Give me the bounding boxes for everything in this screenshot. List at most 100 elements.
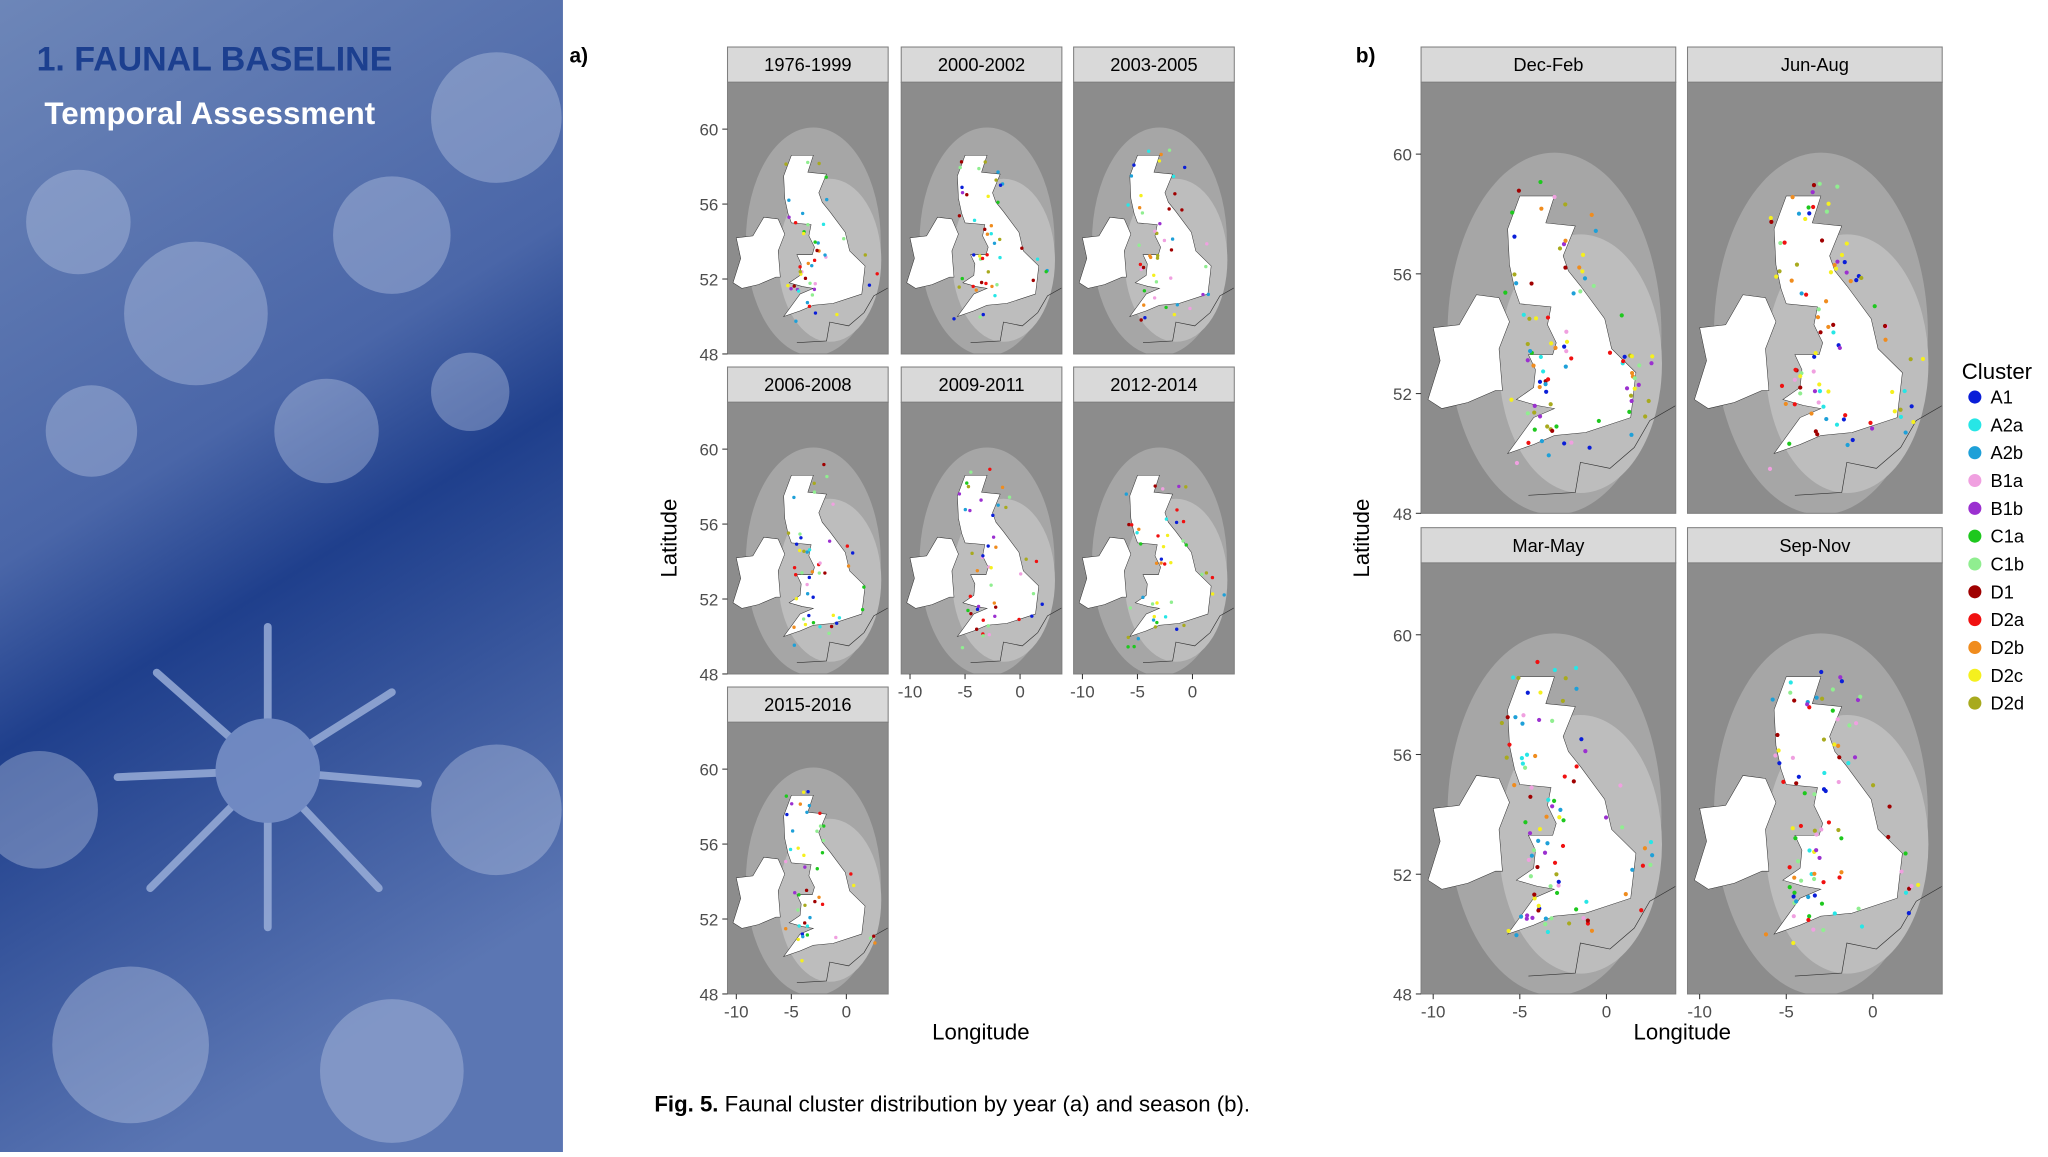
cluster-dot xyxy=(792,495,796,500)
cluster-dot xyxy=(1135,531,1139,535)
facet-title: 2003-2005 xyxy=(1110,54,1197,75)
cluster-dot xyxy=(1155,256,1160,260)
cluster-dot xyxy=(1798,878,1804,883)
cluster-dot xyxy=(802,853,806,858)
map-land xyxy=(1129,475,1212,637)
cluster-dot xyxy=(842,237,846,241)
cluster-dot xyxy=(1854,278,1859,283)
cluster-dot xyxy=(1799,291,1804,296)
x-tick-label: -10 xyxy=(898,682,923,701)
cluster-dot xyxy=(1775,732,1780,738)
cluster-dot xyxy=(811,595,815,599)
cluster-dot xyxy=(1622,354,1627,359)
photo-panel: 1. FAUNAL BASELINE Temporal Assessment xyxy=(0,0,563,1152)
map-land xyxy=(1078,536,1132,609)
cluster-dot xyxy=(1845,442,1850,448)
cluster-dot xyxy=(1890,389,1895,395)
cluster-dot xyxy=(1817,389,1823,394)
cluster-dot xyxy=(986,544,990,548)
cluster-dot xyxy=(815,829,819,833)
cluster-dot xyxy=(1539,206,1544,211)
cluster-dot xyxy=(800,211,805,216)
cluster-dot xyxy=(1794,781,1799,786)
cluster-dot xyxy=(986,270,991,274)
cluster-dot xyxy=(1516,675,1521,681)
cluster-dot xyxy=(996,503,1000,507)
cluster-dot xyxy=(1792,890,1797,895)
cluster-dot xyxy=(1561,818,1566,823)
cluster-dot xyxy=(1579,737,1584,742)
cluster-dot xyxy=(1580,269,1585,274)
cluster-dot xyxy=(1883,337,1888,342)
cluster-dot xyxy=(801,934,805,939)
cluster-dot xyxy=(1892,409,1897,414)
cluster-dot xyxy=(1886,834,1891,840)
slide-title: 1. FAUNAL BASELINE xyxy=(37,41,393,79)
y-tick-label: 56 xyxy=(699,836,718,855)
cluster-dot xyxy=(1821,787,1827,792)
legend-label: A2b xyxy=(1991,442,2024,463)
cluster-dot xyxy=(1814,695,1819,700)
cluster-dot xyxy=(1837,875,1842,880)
cluster-dot xyxy=(1569,356,1574,361)
cluster-dot xyxy=(1128,606,1133,610)
legend-swatch xyxy=(1968,473,1982,488)
cluster-dot xyxy=(969,470,973,474)
facet-border xyxy=(1073,401,1235,675)
cluster-dot xyxy=(1903,851,1908,856)
cluster-dot xyxy=(1835,717,1840,722)
facet-border xyxy=(1073,81,1235,355)
x-tick-label: 0 xyxy=(1015,682,1024,701)
cluster-dot xyxy=(834,935,838,940)
cluster-dot xyxy=(1124,492,1129,496)
cluster-dot xyxy=(1528,794,1533,799)
y-tick-label: 56 xyxy=(1393,265,1412,284)
y-tick-label: 52 xyxy=(1393,866,1412,885)
cluster-dot xyxy=(1589,212,1594,217)
cluster-dot xyxy=(1167,148,1172,152)
cluster-dot xyxy=(1839,679,1844,684)
cluster-dot xyxy=(1812,828,1817,833)
legend-swatch xyxy=(1968,390,1982,404)
cluster-dot xyxy=(1165,533,1170,538)
map-coast-europe xyxy=(970,287,1062,344)
cluster-dot xyxy=(1567,921,1572,926)
cluster-dot xyxy=(1821,404,1826,409)
cluster-dot xyxy=(1826,820,1832,825)
cluster-dot xyxy=(965,193,969,197)
cluster-dot xyxy=(1774,274,1779,279)
cluster-dot xyxy=(974,288,978,292)
facet-border xyxy=(726,401,889,675)
cluster-dot xyxy=(1790,755,1795,760)
facet-title: Dec-Feb xyxy=(1513,54,1583,75)
cluster-dot xyxy=(1563,265,1568,270)
cluster-dot xyxy=(1836,827,1841,833)
cluster-dot xyxy=(1782,240,1787,245)
cluster-dot xyxy=(1200,572,1204,576)
cluster-dot xyxy=(1585,921,1591,926)
cluster-dot xyxy=(1847,723,1852,728)
cluster-dot xyxy=(1812,389,1818,394)
legend-label: D2b xyxy=(1991,637,2025,658)
facet: 2009-2011 -10 -5 0 xyxy=(898,366,1063,701)
cluster-dot xyxy=(862,585,866,589)
cluster-dot xyxy=(846,564,851,568)
cluster-dot xyxy=(1514,460,1520,466)
cluster-dot xyxy=(983,227,987,232)
cluster-dot xyxy=(1646,398,1651,404)
cluster-dot xyxy=(873,941,877,945)
cluster-dot xyxy=(1164,517,1169,521)
cluster-dot xyxy=(1148,255,1153,260)
cluster-dot xyxy=(1181,519,1186,524)
cluster-dot xyxy=(827,631,831,635)
cluster-dot xyxy=(1826,201,1831,206)
cluster-dot xyxy=(1175,508,1179,512)
cluster-dot xyxy=(1578,289,1583,294)
y-tick-label: 48 xyxy=(699,985,718,1004)
cluster-dot xyxy=(1525,690,1530,695)
cluster-dot xyxy=(1792,875,1797,880)
cluster-dot xyxy=(823,253,827,257)
cluster-dot xyxy=(1206,292,1211,297)
cluster-dot xyxy=(1509,397,1514,402)
